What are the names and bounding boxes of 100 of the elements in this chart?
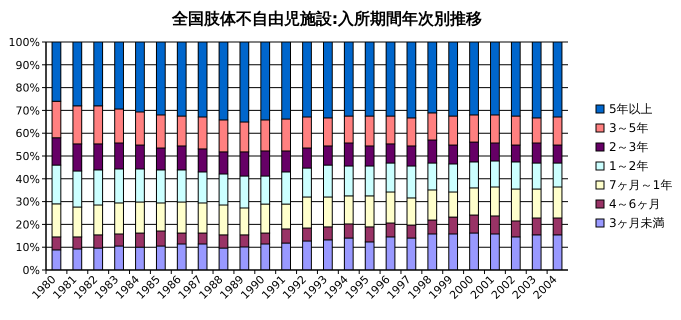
y-tick-label: 50%: [16, 150, 40, 163]
bar: [552, 42, 562, 118]
y-tick-label: 30%: [16, 196, 40, 209]
bar: [281, 228, 292, 244]
bar: [510, 144, 521, 162]
bar: [302, 168, 312, 198]
bar: [239, 151, 250, 177]
bar: [72, 105, 82, 144]
bar: [406, 117, 416, 146]
bar: [114, 142, 124, 170]
bar: [532, 234, 542, 270]
bar: [406, 42, 416, 118]
bar: [218, 42, 228, 120]
bar: [469, 214, 479, 234]
bar: [469, 187, 479, 216]
bar: [72, 42, 82, 106]
bar: [239, 207, 250, 236]
bar: [510, 188, 521, 222]
bar: [427, 220, 438, 234]
bar: [52, 203, 62, 238]
bar: [532, 42, 542, 118]
bar: [156, 42, 166, 116]
legend-label: 5年以上: [609, 102, 653, 116]
bar: [406, 224, 416, 239]
bar: [156, 202, 166, 232]
bar: [93, 42, 104, 106]
bar: [72, 206, 82, 238]
bar: [72, 143, 82, 172]
legend-label: 3～5年: [609, 121, 648, 135]
bar: [448, 116, 458, 146]
chart-title: 全国肢体不自由児施設:入所期間年次別推移: [170, 9, 482, 28]
bar: [135, 168, 145, 203]
bar: [239, 234, 250, 248]
bar: [406, 166, 416, 198]
bar: [322, 239, 333, 270]
bar: [322, 145, 333, 166]
bar: [490, 160, 500, 188]
bar: [218, 119, 228, 152]
bar: [218, 174, 228, 206]
bar: [114, 108, 124, 144]
bar: [386, 42, 396, 117]
y-tick-label: 0%: [22, 264, 40, 277]
bar: [114, 246, 124, 270]
bar: [156, 230, 166, 247]
bar: [72, 236, 82, 250]
bar: [510, 116, 521, 146]
bar: [176, 42, 187, 117]
bar: [52, 236, 62, 250]
bar: [406, 238, 416, 270]
bar: [322, 42, 333, 118]
y-tick-label: 60%: [16, 127, 40, 140]
bar: [198, 42, 208, 118]
bar: [510, 42, 521, 117]
bar: [364, 241, 375, 270]
bar: [302, 148, 312, 169]
y-tick-label: 80%: [16, 82, 40, 95]
bar: [281, 118, 292, 152]
bar: [490, 215, 500, 234]
y-tick-label: 10%: [16, 241, 40, 254]
bar: [302, 42, 312, 118]
bar: [239, 122, 250, 152]
bar: [469, 232, 479, 270]
bar: [552, 144, 562, 164]
bar: [552, 116, 562, 146]
bar: [281, 171, 292, 205]
bar: [469, 42, 479, 116]
bar: [93, 143, 104, 170]
bar: [386, 116, 396, 144]
bar: [218, 204, 228, 236]
bar: [72, 170, 82, 208]
bar: [176, 169, 187, 203]
bar: [281, 204, 292, 230]
bar: [281, 42, 292, 120]
bar: [260, 119, 270, 152]
bar: [448, 233, 458, 270]
bar: [469, 142, 479, 162]
bar: [532, 162, 542, 190]
bar: [302, 116, 312, 149]
bar: [52, 42, 62, 102]
bar: [510, 220, 521, 238]
bar: [135, 246, 145, 270]
bar: [490, 42, 500, 116]
bar: [156, 148, 166, 170]
bar: [448, 163, 458, 193]
bar: [239, 176, 250, 208]
bar: [344, 142, 354, 167]
y-tick-label: 20%: [16, 218, 40, 232]
bar: [281, 150, 292, 172]
bar: [52, 164, 62, 204]
bar: [490, 142, 500, 162]
bar: [344, 223, 354, 239]
bar: [427, 162, 438, 190]
bar: [490, 114, 500, 144]
bar: [156, 246, 166, 270]
bar: [135, 144, 145, 170]
y-tick-label: 90%: [16, 58, 40, 72]
bar: [93, 248, 104, 270]
legend-label: 1～2年: [609, 159, 648, 173]
bar: [135, 111, 145, 146]
bar: [156, 169, 166, 204]
